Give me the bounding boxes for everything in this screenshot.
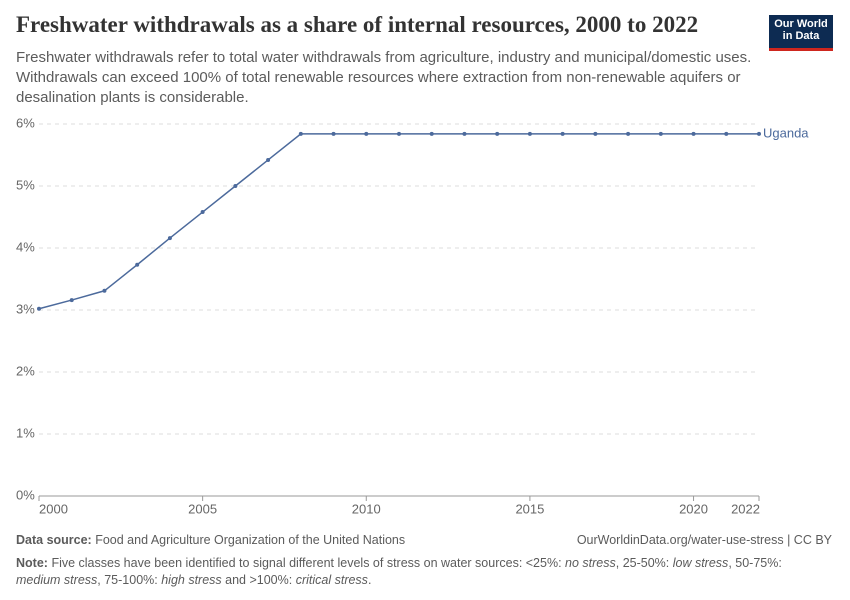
x-tick-label: 2022 — [731, 501, 760, 516]
x-tick-label: 2015 — [515, 501, 544, 516]
logo[interactable]: Our World in Data — [769, 15, 833, 51]
note-text: , 25-50%: — [615, 556, 673, 570]
data-point — [167, 236, 172, 241]
note-text: medium stress — [16, 573, 98, 587]
data-point — [69, 298, 74, 303]
note-text: , 50-75%: — [728, 556, 782, 570]
note-label: Note: — [16, 556, 48, 570]
series-label: Uganda — [763, 125, 809, 140]
data-point — [135, 262, 140, 267]
data-point — [462, 131, 467, 136]
x-tick-label: 2005 — [188, 501, 217, 516]
y-tick-label: 4% — [16, 239, 35, 254]
source-label: Data source: — [16, 533, 92, 547]
data-point — [658, 131, 663, 136]
data-point — [560, 131, 565, 136]
url[interactable]: OurWorldinData.org/water-use-stress | CC… — [576, 533, 832, 547]
data-point — [200, 210, 205, 215]
note: Note: Five classes have been identified … — [16, 555, 806, 589]
note-text: and >100%: — [221, 573, 296, 587]
source: Data source: Food and Agriculture Organi… — [16, 533, 405, 547]
data-point — [626, 131, 631, 136]
x-tick-label: 2000 — [39, 501, 68, 516]
data-point — [397, 131, 401, 136]
data-point — [429, 131, 434, 136]
note-text: . — [367, 573, 372, 587]
y-tick-label: 3% — [16, 301, 35, 316]
y-tick-label: 5% — [16, 177, 35, 192]
note-text: low stress — [672, 556, 729, 570]
y-tick-label: 1% — [16, 425, 35, 440]
data-point — [298, 131, 303, 136]
note-text: critical stress — [295, 573, 368, 587]
data-point — [364, 131, 369, 136]
data-point — [757, 131, 761, 136]
y-tick-label: 2% — [16, 363, 35, 378]
x-tick-label: 2020 — [679, 501, 708, 516]
logo-text: Our World — [774, 18, 828, 30]
data-point — [233, 184, 238, 188]
chart-subtitle: Freshwater withdrawals refer to total wa… — [16, 49, 752, 106]
x-tick-label: 2010 — [352, 501, 381, 516]
source-text: Food and Agriculture Organization of the… — [95, 533, 406, 547]
y-tick-label: 6% — [16, 115, 35, 130]
data-point — [691, 131, 696, 136]
data-point — [495, 131, 500, 136]
note-text: no stress — [565, 556, 616, 570]
data-point — [593, 131, 598, 136]
logo-text: in Data — [782, 30, 820, 42]
series-line — [38, 133, 759, 310]
data-point — [724, 131, 729, 136]
data-point — [266, 157, 271, 162]
note-text: Five classes have been identified to sig… — [51, 556, 566, 570]
data-point — [527, 131, 532, 136]
chart-title: Freshwater withdrawals as a share of int… — [16, 12, 699, 37]
data-point — [331, 131, 336, 136]
data-point — [37, 306, 41, 311]
note-text: high stress — [161, 573, 222, 587]
note-text: , 75-100%: — [97, 573, 162, 587]
data-point — [102, 288, 107, 293]
y-tick-label: 0% — [16, 487, 35, 502]
